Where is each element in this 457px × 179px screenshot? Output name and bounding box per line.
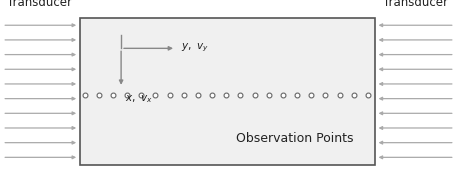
FancyBboxPatch shape — [80, 18, 375, 165]
Text: Transducer: Transducer — [7, 0, 73, 9]
Text: Observation Points: Observation Points — [236, 132, 354, 145]
Text: Transducer: Transducer — [383, 0, 448, 9]
Text: $x,\ v_x$: $x,\ v_x$ — [125, 93, 152, 105]
Text: $y,\ v_y$: $y,\ v_y$ — [181, 41, 209, 54]
